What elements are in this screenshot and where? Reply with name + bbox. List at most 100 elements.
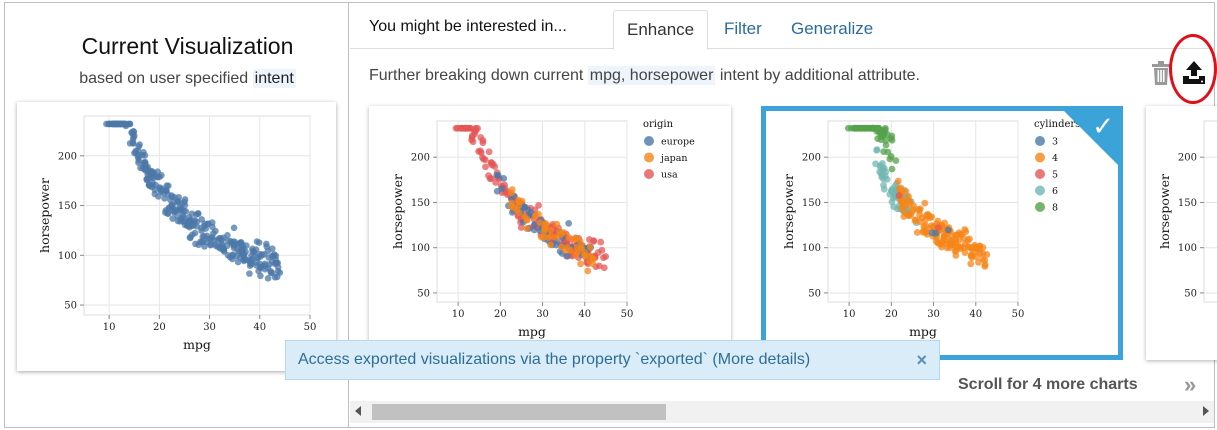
data-point	[912, 216, 920, 224]
rec-chart-card-next[interactable]: 50 100 150 200 horsepower	[1146, 106, 1217, 360]
data-point	[881, 124, 889, 132]
current-vis-chart: 10 20 30 40 50 50 100 150 200 mpg horsepower	[37, 115, 317, 352]
data-point	[598, 246, 606, 254]
data-point	[163, 182, 171, 190]
scroll-more-label: Scroll for 4 more charts	[958, 376, 1138, 393]
legend-label: 8	[1052, 203, 1058, 214]
data-point	[523, 216, 531, 223]
horizontal-scrollbar[interactable]	[350, 401, 1214, 423]
data-point	[485, 172, 492, 180]
data-point	[941, 237, 948, 245]
data-point	[888, 136, 896, 144]
desc-suffix: intent by additional attribute.	[719, 67, 920, 84]
data-point	[897, 197, 905, 204]
data-point	[547, 241, 554, 249]
rec-chart-card-cylinders[interactable]: 10 20 30 40 50 50 100 150 200 mpg horsepower cylind…	[761, 106, 1123, 360]
data-point	[944, 226, 952, 234]
legend-swatch	[1035, 136, 1045, 146]
x-tick-label: 20	[153, 322, 166, 333]
double-chevron-right-icon[interactable]: »	[1184, 372, 1197, 397]
data-point	[113, 120, 121, 128]
data-point	[485, 148, 493, 156]
intent-tag: intent	[252, 69, 296, 88]
legend-label: 6	[1052, 186, 1058, 197]
tab-filter[interactable]: Filter	[724, 19, 762, 38]
data-point	[581, 252, 589, 260]
data-point	[162, 209, 169, 216]
data-point	[139, 152, 146, 159]
x-tick-label: 50	[304, 322, 317, 333]
data-point	[574, 249, 581, 256]
legend-label: europe	[661, 137, 695, 148]
data-point	[456, 124, 464, 132]
x-axis-label: mpg	[909, 324, 937, 339]
data-point	[185, 222, 193, 229]
data-point	[972, 253, 980, 261]
data-point	[148, 173, 156, 180]
trash-icon[interactable]	[1151, 61, 1171, 85]
data-point	[515, 196, 522, 204]
y-tick-label: 200	[411, 153, 430, 164]
desc-prefix: Further breaking down current	[369, 67, 584, 84]
data-point	[943, 244, 951, 252]
tab-generalize[interactable]: Generalize	[791, 19, 874, 38]
data-point	[199, 238, 207, 245]
data-point	[265, 254, 273, 261]
data-point	[155, 193, 162, 200]
data-point	[255, 239, 263, 246]
y-tick-label: 50	[417, 288, 430, 299]
data-point	[861, 124, 869, 132]
data-point	[584, 267, 592, 275]
data-point	[854, 124, 862, 132]
y-tick-label: 200	[58, 151, 77, 162]
x-tick-label: 40	[578, 309, 591, 320]
current-vis-panel: Current Visualization based on user spec…	[5, 3, 349, 427]
data-point	[904, 212, 912, 219]
data-point	[230, 224, 238, 232]
data-point	[880, 185, 888, 193]
data-point	[523, 225, 531, 232]
legend-label: 4	[1052, 153, 1058, 164]
data-point	[922, 228, 930, 235]
data-point	[248, 256, 256, 264]
scrollbar-thumb[interactable]	[372, 404, 666, 420]
legend-swatch	[644, 169, 654, 179]
data-point	[895, 192, 903, 199]
data-point	[913, 229, 921, 236]
data-point	[246, 270, 253, 277]
y-axis-label: horsepower	[390, 174, 405, 249]
scroll-right-arrow[interactable]	[1203, 406, 1209, 416]
scroll-left-arrow[interactable]	[355, 406, 361, 416]
data-point	[469, 138, 477, 146]
recommendation-description: Further breaking down current mpg, horse…	[369, 66, 920, 85]
selected-corner	[1063, 111, 1118, 166]
data-point	[228, 252, 236, 259]
data-point	[928, 229, 936, 237]
recommendation-tabbar: You might be interested in... Enhance Fi…	[350, 3, 1214, 50]
data-point	[218, 245, 226, 253]
data-point	[886, 155, 894, 163]
data-point	[567, 246, 575, 254]
close-icon[interactable]: ×	[916, 350, 927, 370]
export-notice-text[interactable]: Access exported visualizations via the p…	[298, 351, 811, 368]
current-vis-chart-card[interactable]: 10 20 30 40 50 50 100 150 200 mpg horsepower	[17, 102, 336, 371]
data-point	[577, 260, 584, 268]
tab-enhance[interactable]: Enhance	[613, 10, 709, 50]
y-tick-label: 150	[1178, 198, 1197, 209]
data-point	[926, 214, 934, 222]
data-point	[257, 264, 264, 271]
data-point	[169, 215, 176, 222]
rec-chart-card-origin[interactable]: 10 20 30 40 50 50 100 150 200 mpg horsepower origin…	[369, 106, 731, 360]
data-point	[565, 234, 573, 242]
data-point	[132, 147, 140, 155]
legend-label: 5	[1052, 170, 1058, 181]
data-point	[264, 275, 272, 282]
x-axis-label: mpg	[518, 324, 546, 339]
y-tick-label: 200	[802, 153, 821, 164]
x-tick-label: 10	[103, 322, 116, 333]
data-point	[892, 157, 900, 164]
x-axis-label: mpg	[183, 337, 211, 352]
recommendations-panel: You might be interested in... Enhance Fi…	[350, 3, 1217, 427]
x-tick-label: 10	[843, 309, 856, 320]
data-point	[160, 189, 168, 197]
